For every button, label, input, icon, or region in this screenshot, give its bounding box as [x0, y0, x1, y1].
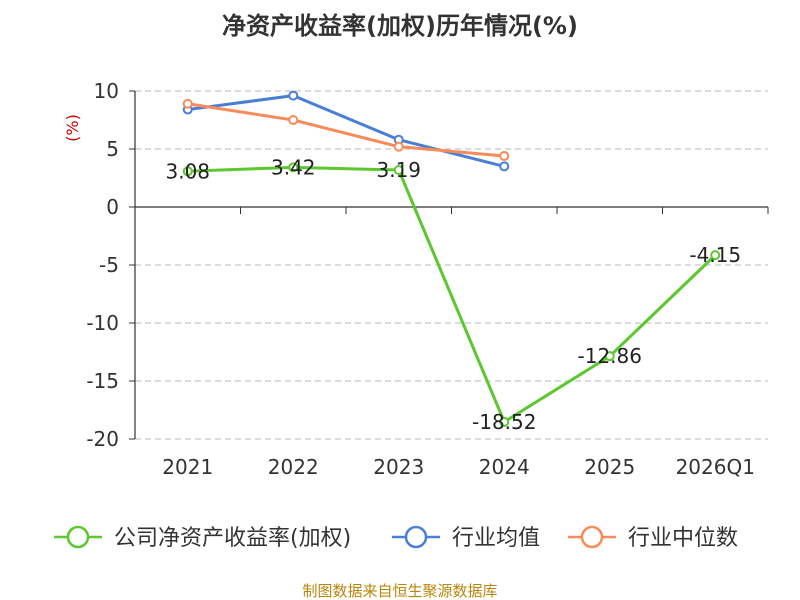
y-axis-label: (%): [63, 114, 82, 142]
data-label-2: 3.19: [376, 158, 421, 182]
y-tick-label-5: -15: [86, 369, 119, 393]
legend-marker-2: [580, 525, 604, 549]
data-label-4: -12.86: [578, 344, 642, 368]
legend-item-1[interactable]: 行业均值: [392, 525, 540, 551]
source-note: 制图数据来自恒生聚源数据库: [302, 582, 497, 600]
series-0-point-3: [499, 416, 510, 427]
series-0-point-1: [288, 162, 299, 173]
series-1-point-1: [288, 90, 299, 101]
y-tick-label-2: 0: [106, 195, 119, 219]
series-group: [182, 90, 721, 427]
x-tick-label-0: 2021: [162, 455, 213, 479]
series-0-point-2: [393, 164, 404, 175]
y-tick-label-4: -10: [86, 311, 119, 335]
legend-label-1: 行业均值: [452, 526, 540, 551]
y-ticks: 10 5 0 -5 -10 -15 -20: [86, 79, 135, 451]
legend-label-2: 行业中位数: [628, 526, 738, 551]
x-tick-label-1: 2022: [268, 455, 319, 479]
legend[interactable]: 公司净资产收益率(加权) 行业均值 行业中位数: [54, 525, 738, 551]
series-line-2: [187, 102, 505, 158]
grid-lines: [135, 90, 768, 440]
y-tick-label-6: -20: [86, 427, 119, 451]
series-2-point-1: [288, 115, 299, 125]
legend-item-2[interactable]: 行业中位数: [568, 525, 738, 551]
data-label-3: -18.52: [472, 410, 536, 434]
series-line-1: [187, 94, 505, 168]
x-tick-label-4: 2025: [584, 455, 635, 479]
series-2-point-3: [499, 150, 510, 161]
legend-marker-1: [404, 525, 428, 549]
chart-title: 净资产收益率(加权)历年情况(%): [222, 12, 578, 40]
series-line-0: [187, 165, 717, 424]
series-0-point-4: [604, 351, 615, 362]
legend-item-0[interactable]: 公司净资产收益率(加权): [54, 525, 351, 551]
series-2-point-2: [393, 141, 404, 152]
series-2-point-0: [182, 98, 193, 109]
data-label-5: -4.15: [689, 243, 741, 267]
data-labels: 3.08 3.42 3.19 -18.52 -12.86 -4.15: [165, 155, 741, 434]
series-0-point-0: [182, 166, 193, 177]
x-ticks: 2021 2022 2023 2024 2025 2026Q1: [134, 207, 769, 479]
data-label-1: 3.42: [271, 155, 316, 179]
y-tick-label-1: 5: [106, 137, 119, 161]
series-1-point-3: [499, 161, 510, 172]
y-tick-label-0: 10: [94, 79, 119, 103]
data-label-0: 3.08: [165, 159, 210, 183]
series-0-point-5: [710, 250, 721, 261]
x-tick-label-3: 2024: [479, 455, 530, 479]
legend-label-0: 公司净资产收益率(加权): [114, 526, 351, 551]
legend-marker-0: [66, 525, 90, 549]
x-tick-label-5: 2026Q1: [676, 455, 755, 479]
x-tick-label-2: 2023: [373, 455, 424, 479]
y-tick-label-3: -5: [99, 253, 119, 277]
